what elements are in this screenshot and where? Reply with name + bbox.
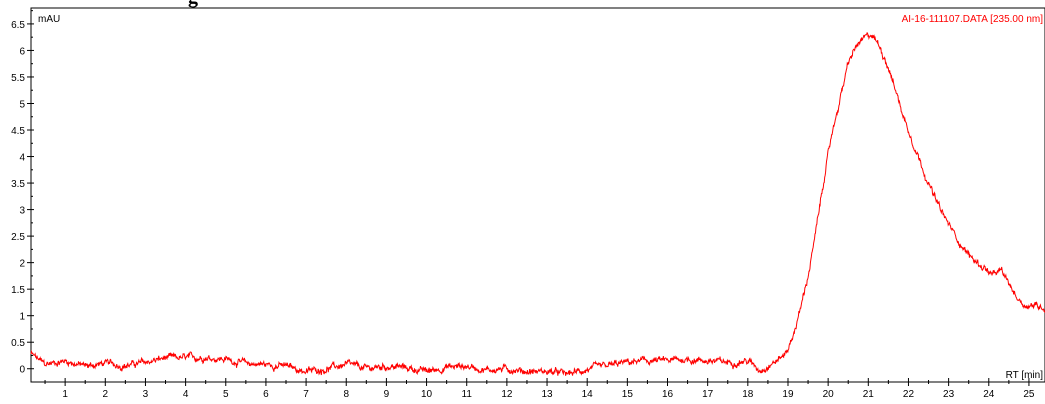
x-tick-label: 17 (702, 389, 714, 400)
y-tick-label: 4 (19, 153, 25, 164)
x-tick-label: 2 (103, 389, 109, 400)
chromatogram-trace (30, 32, 1045, 376)
x-tick-label: 22 (903, 389, 915, 400)
y-tick-label: 6 (19, 46, 25, 57)
x-tick-label: 13 (541, 389, 553, 400)
x-tick-label: 9 (384, 389, 390, 400)
x-tick-label: 20 (823, 389, 835, 400)
y-tick-label: 0.5 (11, 338, 25, 349)
y-tick-label: 6.5 (11, 20, 25, 31)
x-tick-label: 19 (782, 389, 794, 400)
y-tick-label: 0 (19, 365, 25, 376)
x-tick-label: 12 (501, 389, 513, 400)
y-tick-label: 3 (19, 206, 25, 217)
x-tick-label: 4 (183, 389, 189, 400)
y-tick-label: 1.5 (11, 285, 25, 296)
x-axis-unit-label: RT [min] (1006, 370, 1044, 381)
cut-off-title: g (188, 0, 198, 9)
x-tick-label: 18 (742, 389, 754, 400)
trace-label: AI-16-111107.DATA [235.00 nm] (902, 14, 1044, 25)
x-tick-label: 3 (143, 389, 149, 400)
y-axis-unit-label: mAU (38, 14, 60, 25)
x-tick-label: 14 (582, 389, 594, 400)
y-tick-label: 1 (19, 312, 25, 323)
x-tick-label: 15 (622, 389, 634, 400)
x-tick-label: 24 (983, 389, 995, 400)
x-tick-label: 1 (62, 389, 68, 400)
x-tick-label: 7 (303, 389, 309, 400)
y-tick-label: 2.5 (11, 232, 25, 243)
x-tick-label: 23 (943, 389, 955, 400)
x-tick-label: 11 (462, 389, 473, 400)
x-tick-label: 21 (863, 389, 875, 400)
y-tick-label: 2 (19, 259, 25, 270)
x-axis: 1 2 3 4 5 6 7 8 9 10 11 12 13 14 15 16 17 18 19 20 21 22 23 24 2… (44, 378, 1035, 400)
y-axis: 0 0.5 1 1.5 2 2.5 3 3.5 4 4.5 5 5.5 6 6.5 (11, 10, 34, 376)
y-tick-label: 5 (19, 99, 25, 110)
x-tick-label: 16 (662, 389, 674, 400)
y-tick-label: 4.5 (11, 126, 25, 137)
x-tick-label: 25 (1023, 389, 1035, 400)
y-tick-label: 3.5 (11, 179, 25, 190)
x-tick-label: 10 (421, 389, 433, 400)
x-tick-label: 5 (223, 389, 229, 400)
plot-frame (30, 7, 1045, 383)
x-tick-label: 6 (263, 389, 269, 400)
y-tick-label: 5.5 (11, 73, 25, 84)
x-tick-label: 8 (343, 389, 349, 400)
